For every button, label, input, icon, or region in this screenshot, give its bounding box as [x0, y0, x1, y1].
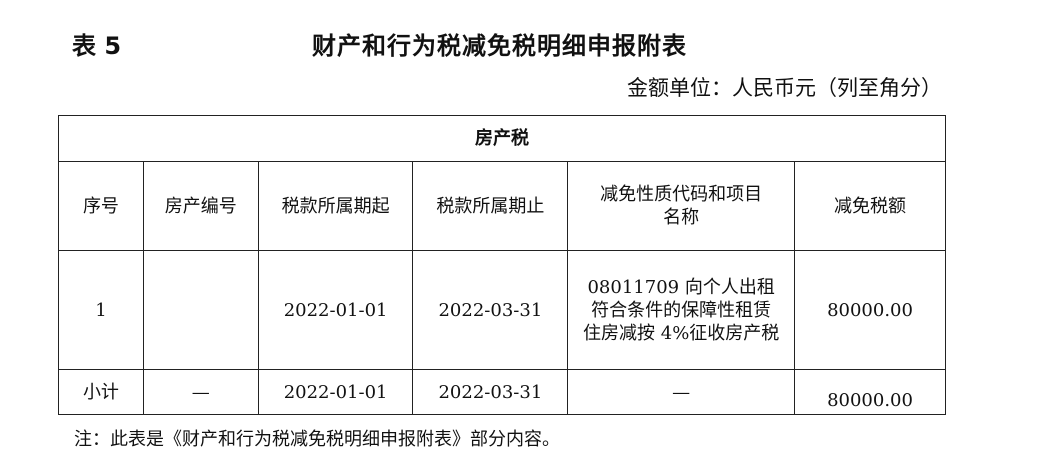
col-end: 税款所属期止 [412, 161, 569, 251]
column-header-row: 序号 房产编号 税款所属期起 税款所属期止 减免性质代码和项目名称 减免税额 [58, 161, 946, 251]
subtotal-end: 2022-03-31 [412, 369, 569, 415]
amount-unit: 金额单位：人民币元（列至角分） [627, 76, 942, 100]
col-amount: 减免税额 [794, 161, 946, 251]
subtotal-property-no: — [142, 369, 259, 415]
col-seq: 序号 [58, 161, 144, 251]
cell-start: 2022-01-01 [257, 250, 414, 370]
subtotal-amount: 80000.00 [794, 369, 946, 415]
subtotal-label: 小计 [58, 369, 144, 415]
cell-end: 2022-03-31 [412, 250, 569, 370]
cell-amount: 80000.00 [794, 250, 946, 370]
tax-relief-table: 房产税 序号 房产编号 税款所属期起 税款所属期止 减免性质代码和项目名称 减免… [58, 115, 946, 415]
section-title: 房产税 [58, 115, 946, 162]
col-property-no: 房产编号 [142, 161, 259, 251]
table-number: 表 5 [72, 32, 122, 60]
footnote: 注：此表是《财产和行为税减免税明细申报附表》部分内容。 [74, 429, 560, 450]
cell-seq: 1 [58, 250, 144, 370]
table-row: 1 2022-01-01 2022-03-31 08011709 向个人出租符合… [58, 250, 946, 370]
col-code-name-text: 减免性质代码和项目名称 [600, 184, 763, 228]
col-start: 税款所属期起 [257, 161, 414, 251]
cell-code-name: 08011709 向个人出租符合条件的保障性租赁住房减按 4%征收房产税 [567, 250, 796, 370]
subtotal-code-name: — [567, 369, 796, 415]
subtotal-row: 小计 — 2022-01-01 2022-03-31 — 80000.00 [58, 369, 946, 415]
col-code-name: 减免性质代码和项目名称 [567, 161, 796, 251]
page-title: 财产和行为税减免税明细申报附表 [312, 32, 687, 60]
subtotal-start: 2022-01-01 [257, 369, 414, 415]
cell-property-no [142, 250, 259, 370]
